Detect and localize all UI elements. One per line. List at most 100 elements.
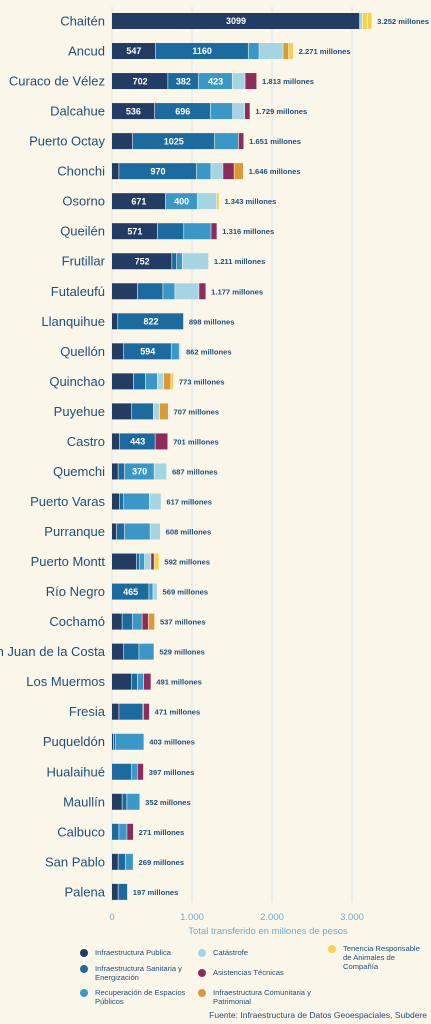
bar-segment bbox=[118, 853, 125, 870]
total-label: 1.813 millones bbox=[262, 77, 314, 86]
bar-segment bbox=[124, 643, 139, 660]
bar-segment bbox=[120, 493, 124, 510]
segment-label: 465 bbox=[123, 587, 138, 597]
total-label: 471 millones bbox=[155, 708, 201, 717]
bar-segment bbox=[160, 403, 168, 420]
x-tick-label: 1.000 bbox=[180, 912, 204, 923]
bar-segment bbox=[124, 463, 154, 480]
bars: 3099 547 1160 702 382 423 536 696 1025 970 671 400 5… bbox=[112, 13, 372, 900]
bar-segment bbox=[132, 403, 153, 420]
bar-segment bbox=[112, 463, 118, 480]
bar-segment bbox=[145, 373, 157, 390]
bar-segment bbox=[137, 763, 144, 780]
bar-segment bbox=[154, 103, 210, 120]
category-label: Río Negro bbox=[46, 584, 105, 599]
bar-segment bbox=[153, 583, 157, 600]
bar-segment bbox=[112, 673, 132, 690]
bar-segment bbox=[197, 193, 217, 210]
bar-segment bbox=[132, 133, 215, 150]
total-label: 1.316 millones bbox=[222, 227, 274, 236]
bar-segment bbox=[248, 43, 259, 60]
bar-segment bbox=[125, 853, 133, 870]
bar-segment bbox=[133, 373, 145, 390]
total-label: 1.343 millones bbox=[224, 197, 276, 206]
category-label: Chonchi bbox=[57, 164, 105, 179]
bar-segment bbox=[196, 163, 211, 180]
total-label: 529 millones bbox=[159, 648, 205, 657]
segment-label: 547 bbox=[126, 46, 141, 56]
bar-segment bbox=[119, 703, 143, 720]
segment-label: 400 bbox=[174, 196, 189, 206]
category-label: Calbuco bbox=[57, 824, 105, 839]
bar-segment bbox=[137, 673, 144, 690]
bar-segment bbox=[112, 613, 122, 630]
total-label: 1.211 millones bbox=[214, 257, 266, 266]
category-label: Puerto Montt bbox=[31, 554, 106, 569]
bar-segment bbox=[157, 373, 164, 390]
segment-label: 443 bbox=[130, 437, 145, 447]
category-label: Queilén bbox=[60, 224, 105, 239]
bar-segment bbox=[118, 883, 128, 900]
category-label: Quinchao bbox=[49, 374, 105, 389]
bar-segment bbox=[112, 733, 113, 750]
category-label: Puerto Octay bbox=[29, 134, 105, 149]
category-label: San Juan de la Costa bbox=[0, 644, 106, 659]
category-label: Futaleufú bbox=[51, 284, 105, 299]
bar-segment bbox=[172, 253, 177, 270]
category-label: Los Muermos bbox=[26, 674, 105, 689]
grid-lines bbox=[111, 6, 353, 902]
total-label: 269 millones bbox=[139, 858, 185, 867]
category-label: Maullín bbox=[63, 794, 105, 809]
bar-segment bbox=[124, 523, 150, 540]
bar-segment bbox=[118, 313, 184, 330]
bar-segment bbox=[112, 583, 149, 600]
bar-segment bbox=[112, 163, 119, 180]
bar-segment bbox=[112, 43, 156, 60]
bar-segment bbox=[153, 403, 160, 420]
total-label: 1.651 millones bbox=[249, 137, 301, 146]
bar-segment bbox=[112, 703, 119, 720]
bar-segment bbox=[198, 73, 232, 90]
bar-segment bbox=[122, 793, 127, 810]
bar-segment bbox=[112, 193, 166, 210]
segment-label: 970 bbox=[150, 166, 165, 176]
total-label: 569 millones bbox=[163, 588, 209, 597]
bar-segment bbox=[168, 73, 199, 90]
category-label: Cochamó bbox=[49, 614, 105, 629]
bar-segment bbox=[112, 433, 120, 450]
bar-segment bbox=[165, 193, 198, 210]
total-label: 2.271 millones bbox=[299, 47, 351, 56]
bar-segment bbox=[184, 223, 211, 240]
category-label: Quemchi bbox=[53, 464, 105, 479]
bar-segment bbox=[116, 733, 144, 750]
bar-segment bbox=[112, 13, 360, 29]
total-label: 608 millones bbox=[166, 528, 212, 537]
bar-segment bbox=[112, 523, 117, 540]
segment-label: 696 bbox=[175, 106, 190, 116]
total-label: 592 millones bbox=[164, 558, 210, 567]
total-label: 1.646 millones bbox=[249, 167, 301, 176]
bar-segment bbox=[216, 193, 219, 210]
segment-label: 1160 bbox=[192, 46, 212, 56]
bar-segment bbox=[139, 643, 154, 660]
bar-segment bbox=[112, 103, 155, 120]
segment-label: 1025 bbox=[164, 136, 184, 146]
bar-segment bbox=[151, 553, 154, 570]
segment-label: 752 bbox=[135, 256, 150, 266]
total-label: 898 millones bbox=[189, 317, 235, 326]
bar-segment bbox=[234, 163, 244, 180]
bar-segment bbox=[245, 73, 257, 90]
segment-label: 536 bbox=[126, 106, 141, 116]
total-label: 491 millones bbox=[156, 678, 202, 687]
segment-label: 822 bbox=[143, 317, 158, 327]
bar-segment bbox=[149, 583, 153, 600]
total-label: 773 millones bbox=[179, 377, 225, 386]
total-label: 1.177 millones bbox=[211, 287, 263, 296]
bar-segment bbox=[171, 373, 174, 390]
bar-segment bbox=[175, 283, 199, 300]
bar-segment bbox=[112, 643, 124, 660]
bar-segment bbox=[124, 493, 149, 510]
bar-segment bbox=[112, 223, 158, 240]
total-label: 1.729 millones bbox=[255, 107, 307, 116]
category-label: Puyehue bbox=[54, 404, 105, 419]
